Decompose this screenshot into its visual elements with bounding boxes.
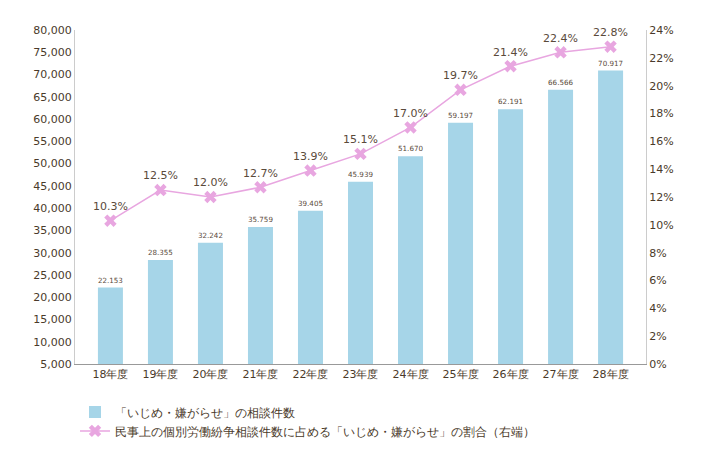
svg-text:19.7%: 19.7% [443,69,478,82]
svg-text:75,000: 75,000 [33,46,72,59]
svg-text:23年度: 23年度 [343,368,379,381]
svg-text:30,000: 30,000 [33,247,72,260]
svg-text:民事上の個別労働紛争相談件数に占める「いじめ・嫌がらせ」の割: 民事上の個別労働紛争相談件数に占める「いじめ・嫌がらせ」の割合（右端） [115,425,535,439]
svg-text:45.939: 45.939 [348,170,373,179]
svg-text:62.191: 62.191 [498,97,523,106]
svg-text:28年度: 28年度 [593,368,629,381]
svg-text:27年度: 27年度 [543,368,579,381]
svg-text:20%: 20% [649,80,673,93]
svg-text:66.566: 66.566 [548,78,573,87]
svg-text:70,000: 70,000 [33,68,72,81]
svg-text:22%: 22% [649,52,673,65]
svg-text:15,000: 15,000 [33,313,72,326]
svg-text:20,000: 20,000 [33,291,72,304]
svg-text:24年度: 24年度 [393,368,429,381]
svg-text:65,000: 65,000 [33,91,72,104]
svg-text:45,000: 45,000 [33,180,72,193]
svg-text:15.1%: 15.1% [343,133,378,146]
svg-text:10%: 10% [649,219,673,232]
svg-text:10.3%: 10.3% [93,200,128,213]
svg-text:22.8%: 22.8% [593,26,628,39]
svg-text:51.670: 51.670 [398,144,423,153]
svg-text:5,000: 5,000 [40,358,72,371]
svg-text:70.917: 70.917 [598,59,623,68]
svg-text:26年度: 26年度 [493,368,529,381]
svg-text:10,000: 10,000 [33,336,72,349]
svg-text:「いじめ・嫌がらせ」の相談件数: 「いじめ・嫌がらせ」の相談件数 [115,406,295,420]
svg-text:25,000: 25,000 [33,269,72,282]
svg-text:12%: 12% [649,191,673,204]
svg-text:50,000: 50,000 [33,157,72,170]
svg-text:32.242: 32.242 [198,231,223,240]
svg-text:24%: 24% [649,24,673,37]
svg-text:20年度: 20年度 [192,368,228,381]
svg-text:16%: 16% [649,135,673,148]
svg-text:39.405: 39.405 [298,199,323,208]
svg-text:21年度: 21年度 [242,368,278,381]
svg-text:22.4%: 22.4% [543,32,578,45]
svg-text:25年度: 25年度 [443,368,479,381]
svg-text:17.0%: 17.0% [393,107,428,120]
svg-text:0%: 0% [649,358,666,371]
svg-text:80,000: 80,000 [33,24,72,37]
svg-text:14%: 14% [649,163,673,176]
svg-text:35.759: 35.759 [248,215,273,224]
svg-text:2%: 2% [649,330,666,343]
svg-text:22.153: 22.153 [98,276,123,285]
svg-text:19年度: 19年度 [142,368,178,381]
svg-text:59.197: 59.197 [448,111,473,120]
svg-text:4%: 4% [649,302,666,315]
svg-text:55,000: 55,000 [33,135,72,148]
svg-text:18%: 18% [649,107,673,120]
svg-text:13.9%: 13.9% [293,150,328,163]
svg-text:35,000: 35,000 [33,224,72,237]
svg-text:40,000: 40,000 [33,202,72,215]
svg-text:12.0%: 12.0% [193,176,228,189]
svg-text:6%: 6% [649,274,666,287]
svg-text:12.7%: 12.7% [243,167,278,180]
svg-text:8%: 8% [649,247,666,260]
svg-text:18年度: 18年度 [92,368,128,381]
svg-text:21.4%: 21.4% [493,46,528,59]
svg-text:28.355: 28.355 [148,248,173,257]
svg-text:60,000: 60,000 [33,113,72,126]
svg-text:12.5%: 12.5% [143,169,178,182]
svg-text:22年度: 22年度 [292,368,328,381]
